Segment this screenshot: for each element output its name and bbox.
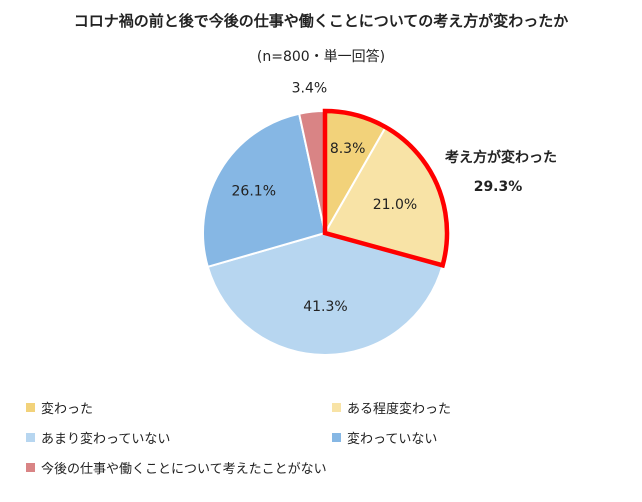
highlight-callout-value: 29.3%: [474, 179, 523, 195]
legend-label: 変わった: [41, 402, 94, 417]
pie-slice-4: [202, 112, 327, 269]
highlight-outline: [322, 108, 450, 269]
highlight-callout-label: 考え方が変わった: [445, 149, 557, 166]
slice-data-label-4: 26.1%: [232, 183, 276, 199]
legend-label: ある程度変わった: [347, 402, 452, 417]
legend-item-4: 変わっていない: [332, 428, 437, 447]
legend-item-1: 変わった: [26, 398, 93, 417]
legend-item-2: ある程度変わった: [332, 398, 451, 417]
legend-swatch: [332, 403, 341, 412]
slice-data-label-1: 8.3%: [330, 141, 366, 157]
slice-data-label-5: 3.4%: [292, 80, 328, 96]
slice-data-label-3: 41.3%: [303, 299, 347, 315]
pie-chart: 8.3% 21.0% 41.3% 26.1% 3.4% 考え方が変わった 29.3%: [202, 80, 557, 356]
legend-label: 変わっていない: [347, 432, 438, 447]
legend-item-3: あまり変わっていない: [26, 428, 170, 447]
legend-label: 今後の仕事や働くことについて考えたことがない: [41, 462, 327, 477]
legend-swatch: [26, 403, 35, 412]
legend-swatch: [332, 433, 341, 442]
pie-slice-3: [206, 231, 444, 356]
chart-subtitle: (n=800・単一回答): [256, 49, 386, 65]
legend-swatch: [26, 463, 35, 472]
legend-label: あまり変わっていない: [41, 432, 171, 447]
slice-data-label-2: 21.0%: [373, 197, 417, 213]
legend-swatch: [26, 433, 35, 442]
chart-title: コロナ禍の前と後で今後の仕事や働くことについての考え方が変わったか: [73, 12, 569, 30]
legend-item-5: 今後の仕事や働くことについて考えたことがない: [26, 458, 327, 477]
